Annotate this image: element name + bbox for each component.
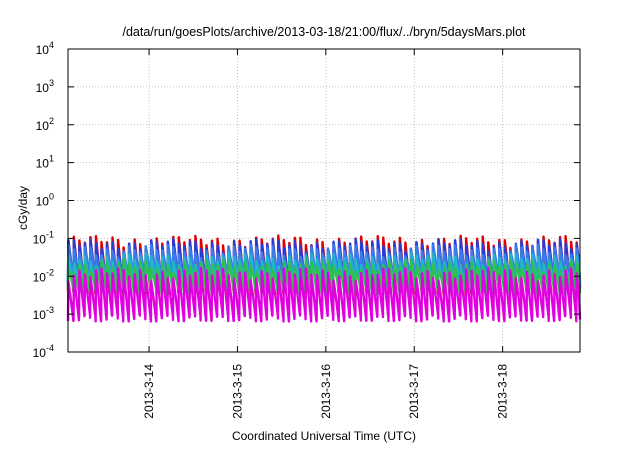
y-tick-label: 10-1 — [33, 229, 54, 246]
y-tick-label: 101 — [36, 154, 54, 171]
y-tick-label: 100 — [36, 192, 54, 209]
chart-title: /data/run/goesPlots/archive/2013-03-18/2… — [122, 25, 526, 39]
x-tick-label: 2013-3-17 — [407, 364, 421, 419]
x-tick-label: 2013-3-18 — [496, 364, 510, 419]
axis-ticks: 10-4 10-3 10-2 10-1 100 101 102 103 104 2013-3-14… — [33, 40, 580, 419]
y-tick-label: 10-3 — [33, 305, 54, 322]
y-tick-label: 104 — [36, 40, 54, 57]
y-tick-label: 10-2 — [33, 267, 54, 284]
series-line — [66, 243, 582, 285]
plot-series — [66, 234, 582, 323]
y-tick-label: 103 — [36, 78, 54, 95]
x-axis-label: Coordinated Universal Time (UTC) — [232, 429, 416, 443]
series-line — [66, 266, 582, 323]
series-line — [66, 258, 582, 297]
x-tick-label: 2013-3-15 — [230, 364, 244, 419]
x-tick-label: 2013-3-16 — [319, 364, 333, 419]
y-tick-label: 10-4 — [33, 343, 54, 360]
x-tick-label: 2013-3-14 — [142, 364, 156, 419]
y-axis-label: cGy/day — [16, 186, 30, 230]
y-tick-label: 102 — [36, 116, 54, 133]
